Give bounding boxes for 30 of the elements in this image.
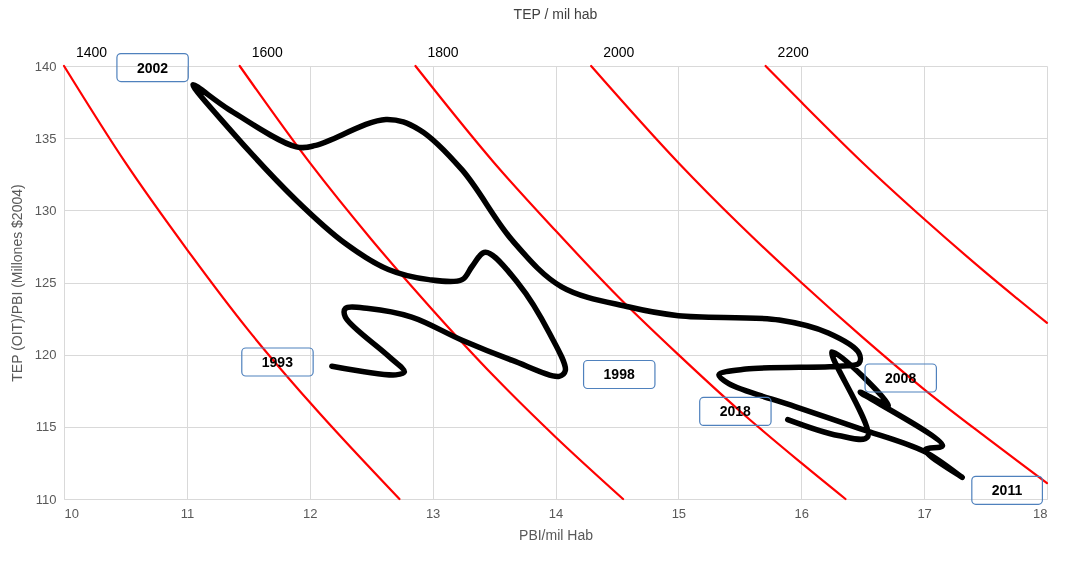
annotation: 1998 xyxy=(603,366,635,383)
x-tick-label: 10 xyxy=(64,505,79,521)
x-tick-label: 12 xyxy=(303,505,318,521)
series-label: 1800 xyxy=(427,44,459,60)
series-label: 2200 xyxy=(777,44,809,60)
y-axis-title: TEP (OIT)/PBI (Millones $2004) xyxy=(8,184,25,382)
x-axis-title: PBI/mil Hab xyxy=(519,526,594,543)
x-tick-label: 14 xyxy=(548,505,564,521)
x-tick-label: 18 xyxy=(1033,505,1048,521)
y-tick-label: 125 xyxy=(34,275,57,290)
y-tick-label: 115 xyxy=(35,419,57,435)
line-series xyxy=(414,64,847,501)
x-tick-label: 17 xyxy=(917,505,932,521)
x-tick-label: 16 xyxy=(794,505,809,521)
chart-title: TEP / mil hab xyxy=(513,6,598,22)
y-tick-label: 140 xyxy=(34,58,57,74)
series-label: 2000 xyxy=(603,44,635,60)
x-tick-label: 11 xyxy=(180,505,195,521)
x-tick-label: 13 xyxy=(425,505,441,521)
y-tick-label: 120 xyxy=(34,347,57,363)
y-tick-label: 130 xyxy=(34,202,57,218)
y-tick-label: 110 xyxy=(35,491,57,507)
series-label: 1400 xyxy=(76,44,108,60)
x-tick-label: 15 xyxy=(671,505,687,521)
annotation: 2002 xyxy=(136,59,169,76)
series-label: 1600 xyxy=(251,44,284,60)
line-series xyxy=(764,64,1049,325)
y-tick-label: 135 xyxy=(34,130,57,146)
line-series xyxy=(590,64,1049,485)
annotation: 2011 xyxy=(991,482,1023,499)
